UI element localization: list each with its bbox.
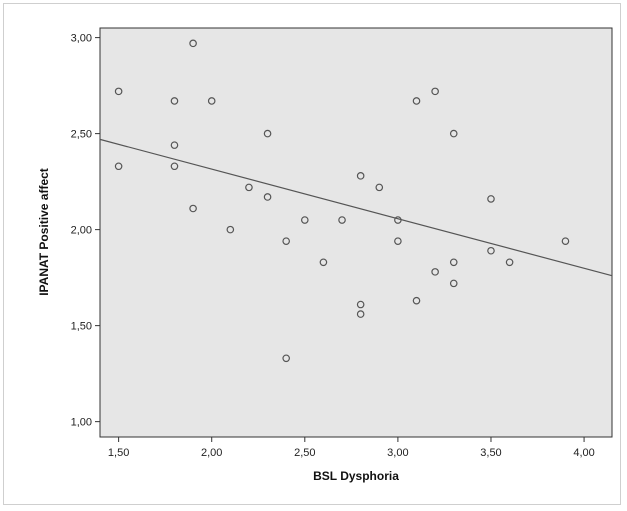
data-points: [114, 39, 570, 363]
x-tick-label: 2,00: [201, 447, 222, 459]
data-point: [394, 216, 402, 224]
data-point: [561, 237, 570, 245]
data-point: [170, 162, 179, 171]
plot-area: [99, 27, 613, 438]
x-axis-title: BSL Dysphoria: [313, 469, 399, 483]
x-tick-label: 1,50: [108, 447, 129, 459]
y-tick-label: 2,00: [71, 225, 92, 237]
data-point: [226, 225, 235, 234]
data-point: [487, 246, 495, 255]
data-point: [356, 300, 365, 309]
data-point: [170, 97, 179, 105]
data-point: [207, 97, 216, 105]
data-point: [487, 195, 495, 203]
y-axis-ticks: 1,00 1,50 2,00 2,50 3,00: [71, 33, 100, 429]
data-point: [431, 268, 439, 276]
data-point: [356, 172, 365, 180]
data-point: [449, 129, 458, 138]
x-tick-label: 2,50: [294, 447, 315, 459]
data-point: [375, 183, 384, 192]
data-point: [114, 87, 123, 96]
data-point: [338, 216, 346, 224]
fit-line-group: [99, 138, 613, 277]
data-point: [245, 183, 253, 192]
data-point: [449, 258, 458, 267]
data-point: [394, 237, 402, 245]
fit-line: [99, 138, 613, 277]
y-axis-title: IPANAT Positive affect: [37, 168, 51, 296]
data-point: [263, 129, 272, 138]
data-point: [300, 216, 309, 224]
data-point: [412, 97, 421, 105]
data-point: [282, 237, 290, 245]
data-point: [263, 193, 272, 201]
data-point: [170, 141, 179, 149]
x-tick-label: 3,50: [480, 447, 501, 459]
data-point: [114, 162, 123, 171]
x-axis-ticks: 1,50 2,00 2,50 3,00 3,50 4,00: [108, 437, 595, 459]
y-tick-label: 2,50: [71, 129, 92, 141]
data-point: [505, 258, 514, 267]
data-point: [319, 258, 328, 267]
y-tick-label: 1,50: [71, 321, 92, 333]
data-point: [282, 354, 290, 363]
x-tick-label: 4,00: [573, 447, 594, 459]
y-tick-label: 3,00: [71, 33, 92, 45]
y-tick-label: 1,00: [71, 417, 92, 429]
data-point: [449, 279, 458, 288]
data-point: [412, 296, 421, 305]
data-point: [189, 39, 197, 48]
data-point: [356, 310, 365, 318]
data-point: [189, 204, 197, 213]
data-point: [431, 87, 439, 96]
x-tick-label: 3,00: [387, 447, 408, 459]
